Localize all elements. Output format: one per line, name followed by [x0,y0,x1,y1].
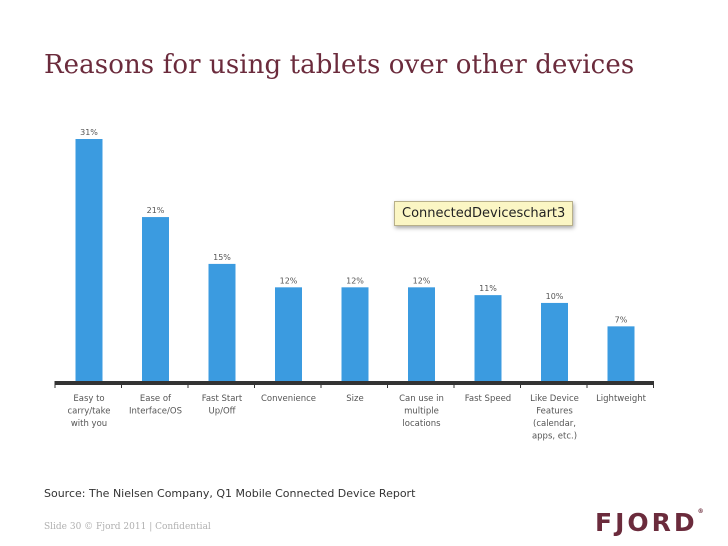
bar [75,139,103,381]
category-label: Fast Start Up/Off [202,394,243,417]
category-label: Ease of Interface/OS [129,394,182,417]
bar-value-label: 12% [413,276,431,285]
slide-footer: Slide 30 © Fjord 2011 | Confidential [44,522,211,532]
category-label: Fast Speed [465,394,511,404]
slide-title: Reasons for using tablets over other dev… [44,50,635,80]
bar-value-label: 10% [546,292,564,301]
bar-value-label: 21% [147,206,165,215]
bar [474,295,502,381]
logo-registered-mark: ® [697,508,704,515]
bar [142,217,169,381]
bar [208,263,236,381]
bar [541,302,568,381]
bar [408,287,435,381]
bar-value-label: 12% [346,276,364,285]
category-label: Size [346,394,363,404]
bar [341,287,369,381]
bar [607,326,635,381]
category-label: Convenience [261,394,316,404]
bar-value-label: 12% [280,276,298,285]
source-note: Source: The Nielsen Company, Q1 Mobile C… [44,487,416,500]
bar-value-label: 7% [615,315,628,324]
category-label: Lightweight [596,394,647,404]
bar-value-label: 15% [213,253,231,262]
fjord-logo: FJORD® [595,508,704,537]
bar [275,287,302,381]
category-label: Like Device Features (calendar, apps, etc.) [530,394,579,442]
category-label: Can use in multiple locations [399,394,444,429]
chart-tooltip: ConnectedDeviceschart3 [394,201,574,226]
bar-value-label: 11% [479,284,497,293]
bar-value-label: 31% [80,128,98,137]
logo-text: FJORD [595,508,698,537]
category-label: Easy to carry/take with you [67,394,110,429]
